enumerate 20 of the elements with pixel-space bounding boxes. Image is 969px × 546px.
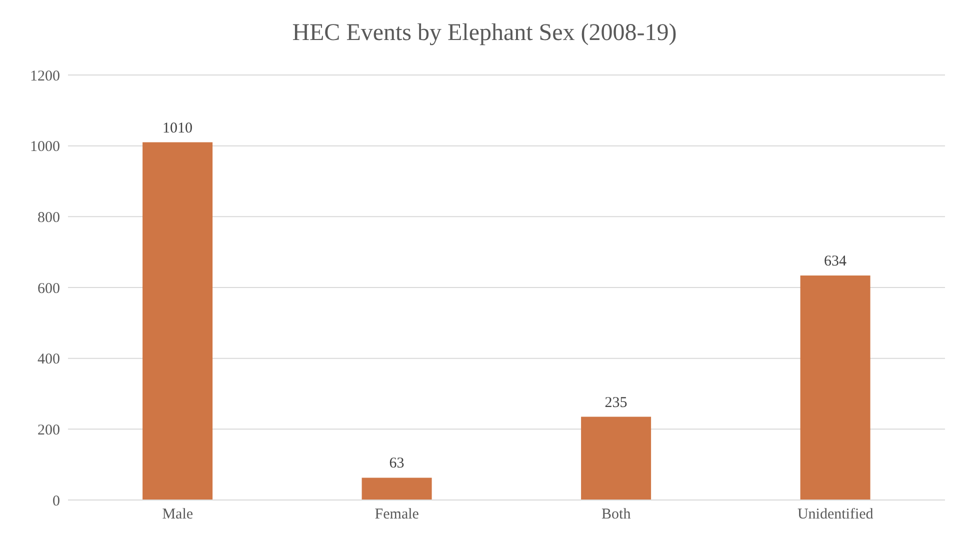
bar	[581, 416, 652, 500]
data-label: 1010	[162, 120, 193, 136]
y-tick-label: 400	[38, 352, 60, 368]
x-tick-label: Female	[374, 506, 420, 523]
y-tick-label: 1000	[30, 139, 60, 156]
y-tick-label: 1200	[30, 68, 60, 84]
y-tick-label: 600	[38, 280, 60, 297]
x-tick-label: Both	[602, 506, 632, 523]
bar	[362, 478, 432, 500]
x-tick-label: Male	[162, 506, 194, 523]
data-label: 235	[604, 394, 628, 411]
data-label: 634	[824, 253, 848, 270]
x-tick-label: Unidentified	[797, 506, 874, 523]
data-label: 63	[389, 456, 404, 472]
bar	[800, 275, 870, 500]
y-tick-label: 0	[52, 493, 60, 510]
chart-title: HEC Events by Elephant Sex (2008-19)	[291, 20, 678, 47]
bar	[142, 142, 213, 500]
y-tick-label: 200	[38, 422, 60, 438]
y-tick-label: 800	[38, 210, 60, 226]
